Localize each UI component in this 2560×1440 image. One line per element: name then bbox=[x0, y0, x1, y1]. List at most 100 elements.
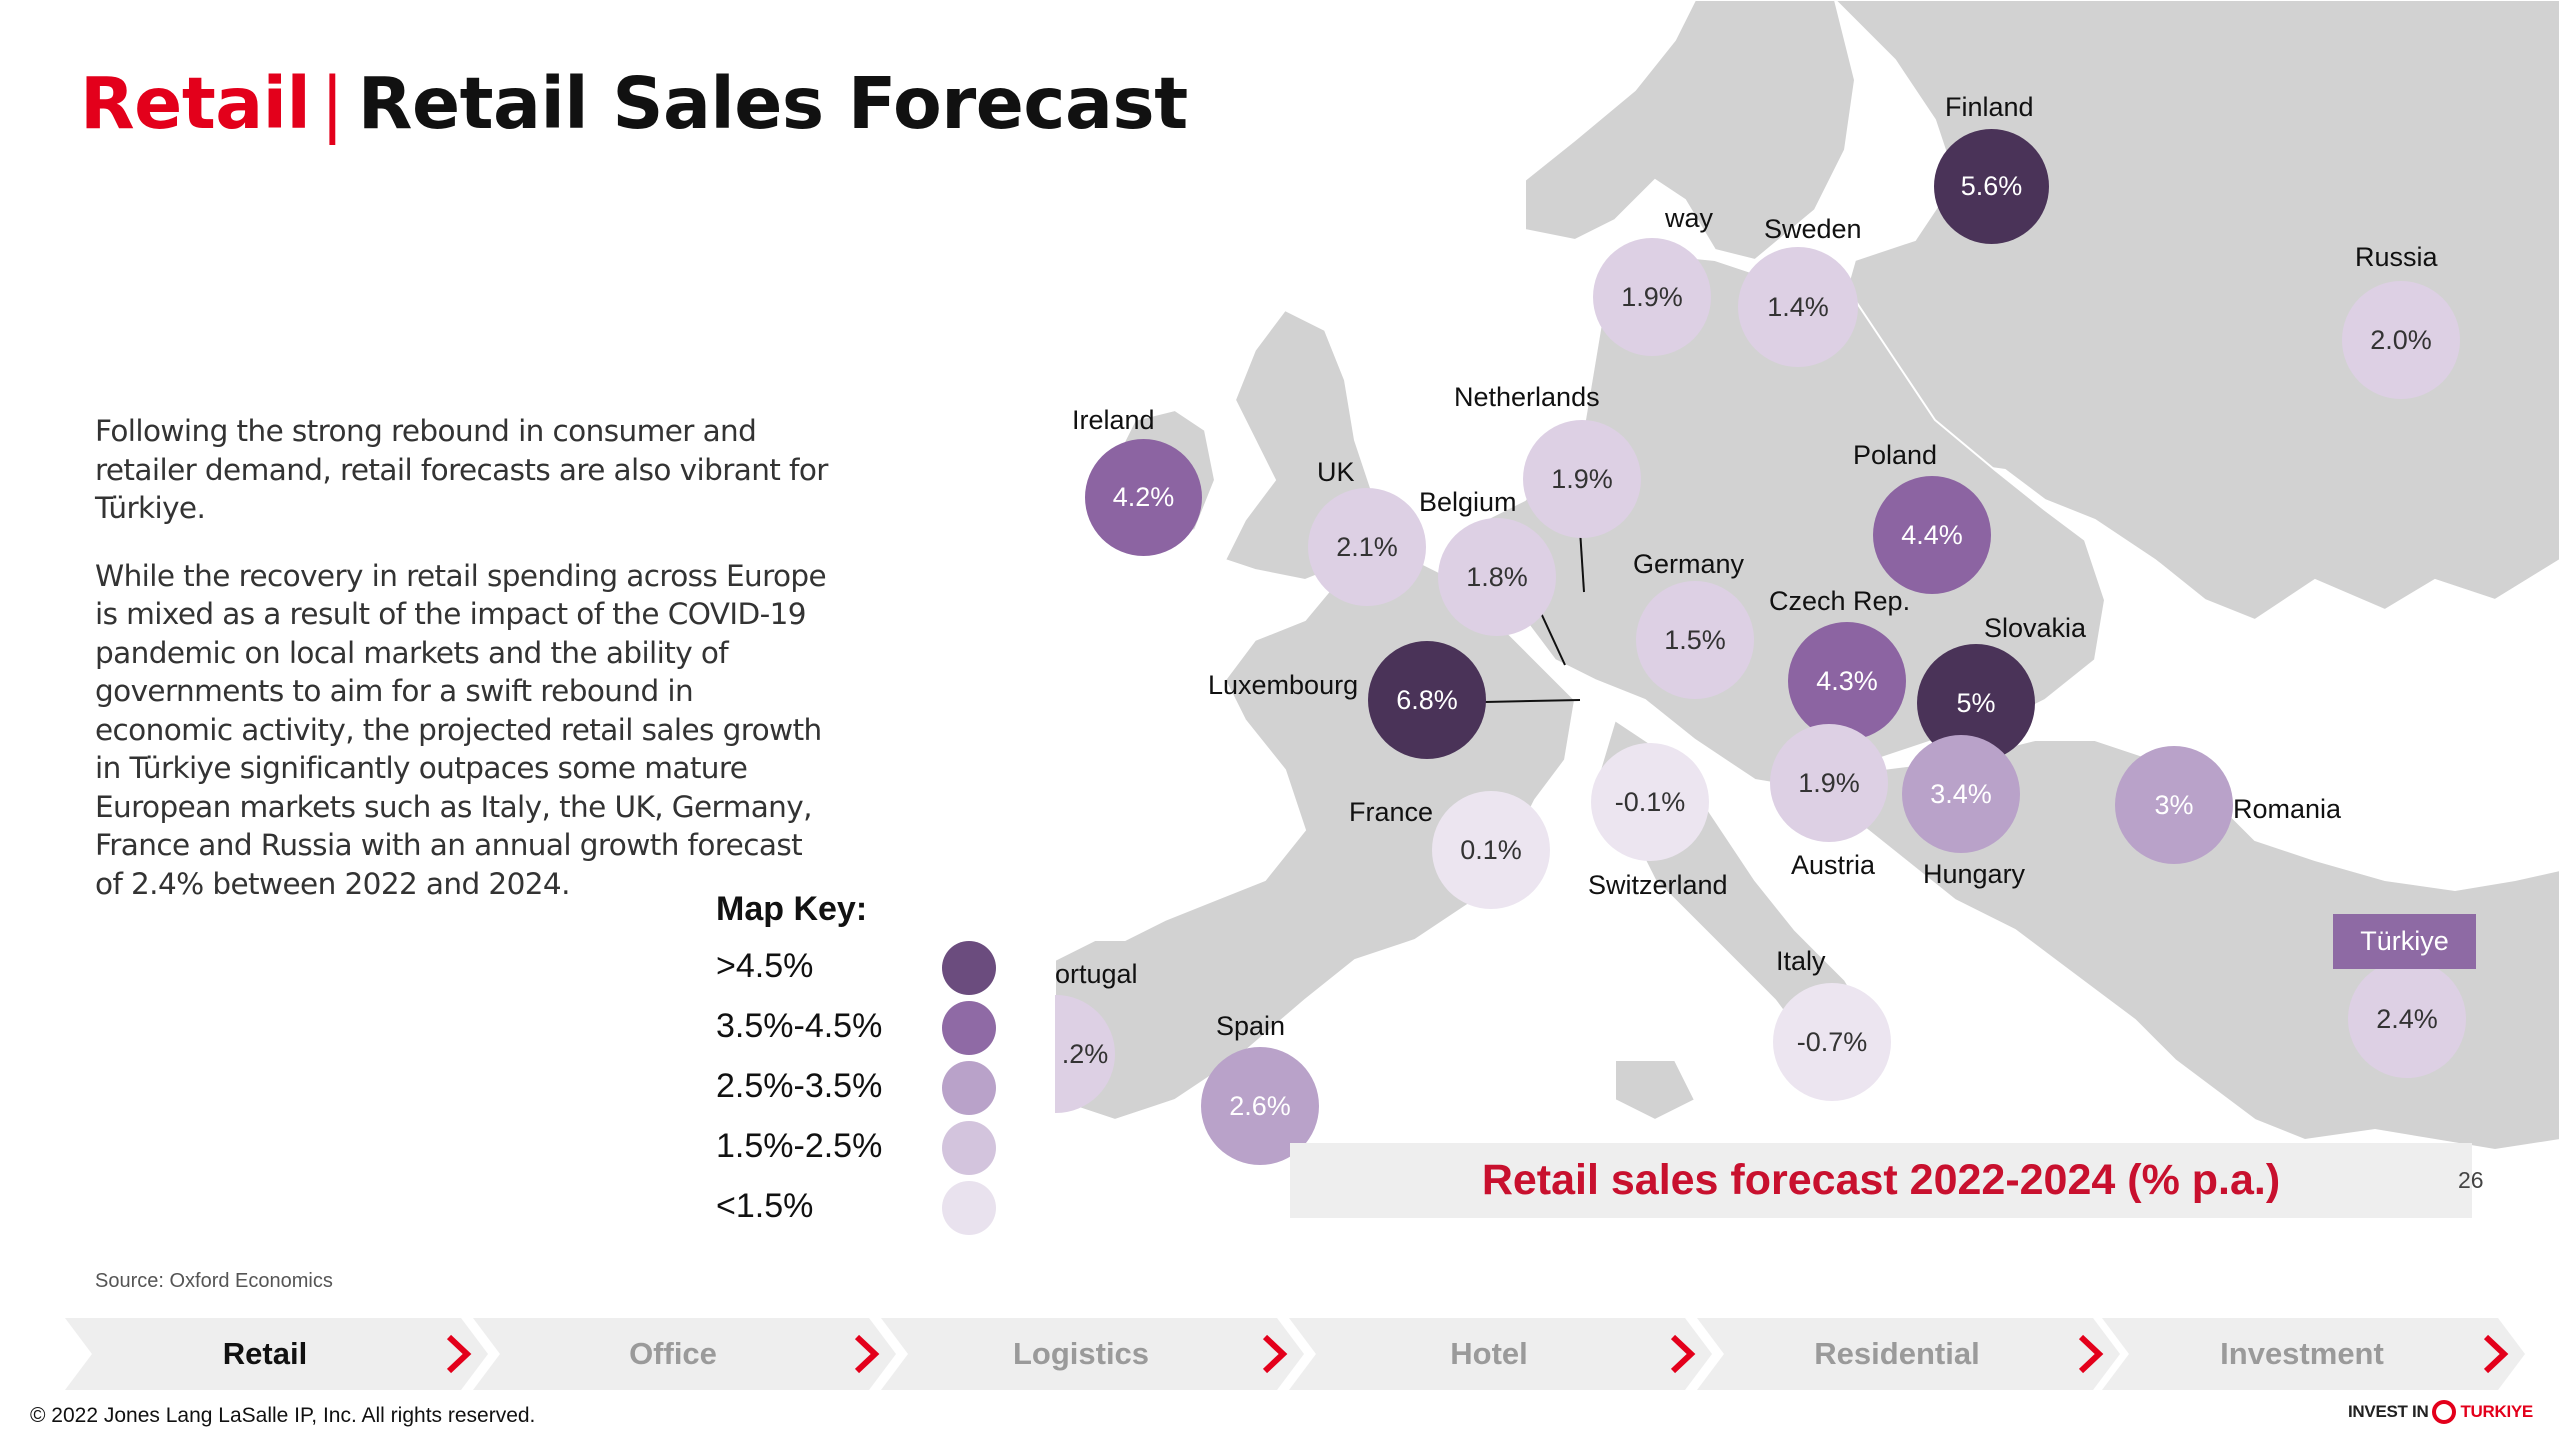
nav-item-investment[interactable]: Investment bbox=[2102, 1318, 2525, 1390]
bubble-czech: 4.3% bbox=[1788, 622, 1906, 740]
map-key-row: 1.5%-2.5% bbox=[716, 1119, 1016, 1179]
label-finland: Finland bbox=[1945, 92, 2034, 122]
map-key-swatch bbox=[942, 1001, 996, 1055]
map-key-row: 3.5%-4.5% bbox=[716, 999, 1016, 1059]
invest-in-turkiye-logo: INVEST IN TURKIYE bbox=[2348, 1400, 2533, 1424]
label-uk: UK bbox=[1317, 457, 1355, 487]
label-italy: Italy bbox=[1776, 946, 1826, 976]
label-portugal: ortugal bbox=[1055, 959, 1138, 989]
label-germany: Germany bbox=[1633, 549, 1745, 579]
bubble-sweden: 1.4% bbox=[1738, 247, 1858, 367]
nav-item-label: Investment bbox=[2220, 1336, 2384, 1371]
chevron-right-icon bbox=[1670, 1334, 1696, 1374]
bubble-luxembourg: 6.8% bbox=[1368, 641, 1486, 759]
bubble-value: 1.9% bbox=[1621, 281, 1683, 312]
page-number: 26 bbox=[2458, 1167, 2484, 1193]
label-slovakia: Slovakia bbox=[1984, 613, 2087, 643]
bubble-value: 1.9% bbox=[1551, 463, 1613, 494]
title-separator: | bbox=[320, 62, 344, 145]
chevron-right-icon bbox=[2078, 1334, 2104, 1374]
label-norway: way bbox=[1665, 203, 1714, 233]
bubble-norway: 1.9% bbox=[1593, 238, 1711, 356]
logo-prefix: INVEST IN bbox=[2348, 1402, 2429, 1421]
map-key-row: <1.5% bbox=[716, 1179, 1016, 1239]
section-name: Retail bbox=[80, 62, 311, 145]
bubble-value: 3% bbox=[2154, 789, 2194, 820]
bubble-value: 6.8% bbox=[1396, 684, 1458, 715]
section-nav: Retail Office Logistics Hotel Residentia… bbox=[65, 1318, 2525, 1390]
nav-item-logistics[interactable]: Logistics bbox=[881, 1318, 1304, 1390]
label-switzerland: Switzerland bbox=[1588, 870, 1728, 900]
bubble-finland: 5.6% bbox=[1934, 129, 2049, 244]
bubble-italy: -0.7% bbox=[1773, 983, 1891, 1101]
chevron-right-icon bbox=[854, 1334, 880, 1374]
body-text: Following the strong rebound in consumer… bbox=[95, 412, 835, 932]
nav-item-label: Retail bbox=[222, 1336, 308, 1371]
map-key-label: 3.5%-4.5% bbox=[716, 1007, 883, 1045]
chevron-right-icon bbox=[2483, 1334, 2509, 1374]
paragraph-2: While the recovery in retail spending ac… bbox=[95, 558, 827, 901]
map-key-swatch bbox=[942, 941, 996, 995]
label-spain: Spain bbox=[1216, 1011, 1286, 1041]
bubble-value: 4.3% bbox=[1816, 665, 1878, 696]
bubble-poland: 4.4% bbox=[1873, 476, 1991, 594]
label-ireland: Ireland bbox=[1072, 405, 1155, 435]
label-czech: Czech Rep. bbox=[1769, 586, 1911, 616]
nav-item-label: Residential bbox=[1814, 1336, 1980, 1371]
paragraph-1: Following the strong rebound in consumer… bbox=[95, 414, 828, 525]
bubble-value: 4.2% bbox=[1112, 482, 1175, 512]
label-russia: Russia bbox=[2355, 242, 2438, 272]
bubble-ireland: 4.2% bbox=[1085, 439, 1202, 556]
turkiye-tag: Türkiye bbox=[2333, 914, 2476, 969]
bubble-hungary: 3.4% bbox=[1902, 735, 2020, 853]
bubble-netherlands: 1.9% bbox=[1523, 420, 1641, 538]
source-note: Source: Oxford Economics bbox=[95, 1270, 333, 1292]
label-romania: Romania bbox=[2233, 794, 2342, 824]
nav-item-office[interactable]: Office bbox=[473, 1318, 896, 1390]
bubble-value: 2.0% bbox=[2370, 324, 2432, 355]
map-key-swatch bbox=[942, 1181, 996, 1235]
logo-ring-icon bbox=[2432, 1400, 2457, 1424]
label-luxembourg: Luxembourg bbox=[1208, 670, 1359, 700]
bubble-value: 2.1% bbox=[1336, 531, 1398, 562]
bubble-value: 1.4% bbox=[1767, 291, 1829, 322]
bubble-value: 1.9% bbox=[1798, 767, 1860, 798]
europe-map: 5.6% 1.9% 1.4% 2.0% 4.2% 2.1% 1.9% 1.8% … bbox=[1055, 0, 2560, 1245]
label-sweden: Sweden bbox=[1764, 214, 1862, 244]
nav-item-hotel[interactable]: Hotel bbox=[1289, 1318, 1712, 1390]
bubble-value: 5.6% bbox=[1960, 171, 2023, 201]
bubble-value: 0.1% bbox=[1460, 834, 1522, 865]
bubble-value: 4.4% bbox=[1901, 519, 1963, 550]
chevron-right-icon bbox=[1262, 1334, 1288, 1374]
bubble-germany: 1.5% bbox=[1636, 581, 1754, 699]
nav-item-label: Office bbox=[629, 1336, 717, 1371]
bubble-france: 0.1% bbox=[1432, 791, 1550, 909]
copyright-text: © 2022 Jones Lang LaSalle IP, Inc. All r… bbox=[30, 1404, 536, 1427]
bubble-value: -0.1% bbox=[1614, 786, 1686, 817]
bubble-value: 5% bbox=[1956, 687, 1996, 718]
label-belgium: Belgium bbox=[1419, 487, 1517, 517]
bubble-value: 3.4% bbox=[1930, 778, 1992, 809]
bubble-switzerland: -0.1% bbox=[1591, 743, 1709, 861]
map-key-row: 2.5%-3.5% bbox=[716, 1059, 1016, 1119]
nav-item-retail[interactable]: Retail bbox=[65, 1318, 488, 1390]
label-hungary: Hungary bbox=[1923, 859, 2026, 889]
map-key: Map Key: >4.5% 3.5%-4.5% 2.5%-3.5% 1.5%-… bbox=[716, 890, 1016, 1239]
bubble-romania: 3% bbox=[2115, 746, 2233, 864]
chevron-right-icon bbox=[446, 1334, 472, 1374]
label-netherlands: Netherlands bbox=[1454, 382, 1600, 412]
nav-item-label: Logistics bbox=[1012, 1336, 1150, 1371]
nav-item-residential[interactable]: Residential bbox=[1697, 1318, 2120, 1390]
bubble-turkiye: 2.4% bbox=[2348, 960, 2466, 1078]
title-text: Retail Sales Forecast bbox=[357, 62, 1188, 145]
map-key-label: 1.5%-2.5% bbox=[716, 1127, 883, 1165]
label-poland: Poland bbox=[1853, 440, 1938, 470]
bubble-value: 2.4% bbox=[2376, 1003, 2438, 1034]
logo-brand: TURKIYE bbox=[2460, 1402, 2533, 1421]
map-key-swatch bbox=[942, 1061, 996, 1115]
map-key-title: Map Key: bbox=[716, 890, 868, 928]
bubble-russia: 2.0% bbox=[2342, 281, 2460, 399]
bubble-belgium: 1.8% bbox=[1438, 518, 1556, 636]
bubble-value: 1.5% bbox=[1664, 624, 1726, 655]
map-key-label: <1.5% bbox=[716, 1187, 814, 1225]
